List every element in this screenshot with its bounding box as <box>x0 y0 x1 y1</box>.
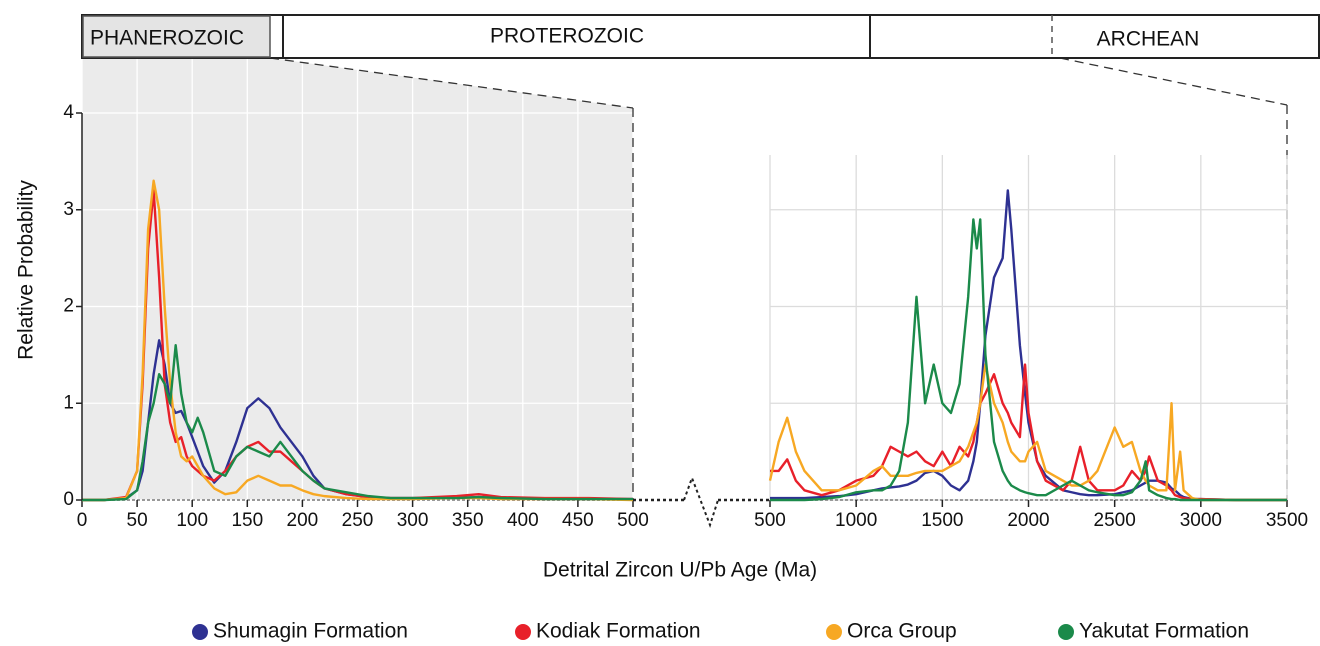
zoom-line <box>269 57 634 109</box>
data-line <box>770 218 1287 502</box>
x-tick-label: 250 <box>342 510 374 531</box>
y-axis-label: Relative Probability <box>15 180 38 360</box>
x-tick-label: 50 <box>127 510 148 531</box>
legend-label: Shumagin Formation <box>213 620 408 643</box>
axis-break <box>683 475 719 529</box>
y-tick-label: 2 <box>63 296 74 317</box>
legend-marker <box>515 624 531 640</box>
x-tick-label: 1000 <box>835 510 877 531</box>
x-axis-label: Detrital Zircon U/Pb Age (Ma) <box>543 559 817 582</box>
legend-marker <box>826 624 842 640</box>
y-tick-label: 0 <box>63 489 74 510</box>
eon-label: PROTEROZOIC <box>490 25 644 48</box>
grid <box>82 58 633 500</box>
x-tick-label: 3000 <box>1180 510 1222 531</box>
eon-box <box>82 15 271 58</box>
x-tick-label: 500 <box>617 510 649 531</box>
x-tick-label: 1500 <box>921 510 963 531</box>
x-tick-label: 3500 <box>1266 510 1308 531</box>
legend-label: Orca Group <box>847 620 957 643</box>
x-tick-label: 500 <box>754 510 786 531</box>
legend-label: Yakutat Formation <box>1079 620 1249 643</box>
x-tick-label: 2000 <box>1007 510 1049 531</box>
eon-bar <box>81 14 1320 59</box>
x-tick-label: 400 <box>507 510 539 531</box>
y-tick-label: 1 <box>63 392 74 413</box>
eon-label: ARCHEAN <box>1097 28 1200 51</box>
legend-marker <box>1058 624 1074 640</box>
data-line <box>768 363 1287 502</box>
y-tick-label: 4 <box>63 102 74 123</box>
x-tick-label: 2500 <box>1094 510 1136 531</box>
y-tick-label: 3 <box>63 199 74 220</box>
x-tick-label: 300 <box>397 510 429 531</box>
x-tick-label: 450 <box>562 510 594 531</box>
zoom-line <box>1059 57 1288 106</box>
data-line <box>82 344 633 502</box>
x-tick-label: 100 <box>176 510 208 531</box>
x-tick-label: 150 <box>231 510 263 531</box>
legend-label: Kodiak Formation <box>536 620 701 643</box>
x-tick-label: 200 <box>287 510 319 531</box>
eon-label: PHANEROZOIC <box>90 27 244 50</box>
x-tick-label: 0 <box>77 510 88 531</box>
legend-marker <box>192 624 208 640</box>
x-tick-label: 350 <box>452 510 484 531</box>
